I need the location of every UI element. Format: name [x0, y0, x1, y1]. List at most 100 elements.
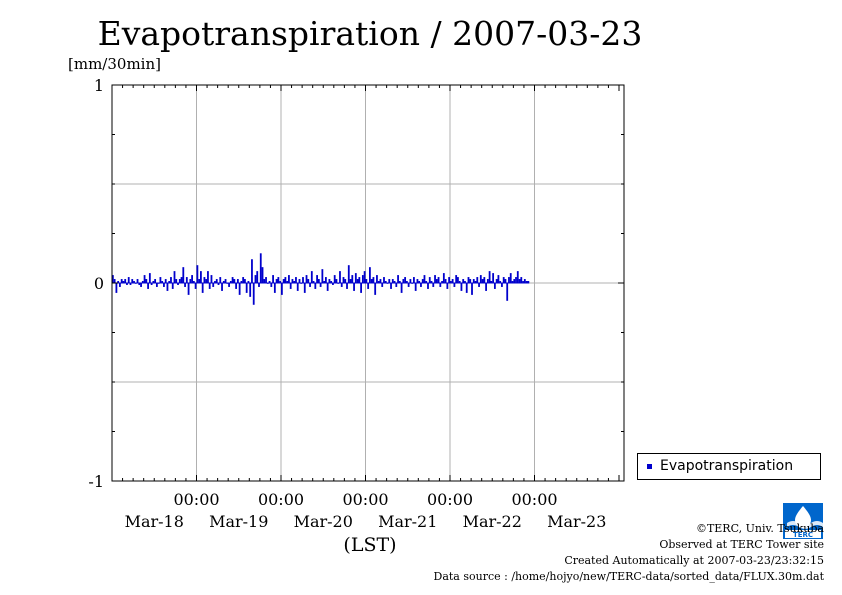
bar: [224, 279, 227, 283]
bar: [111, 275, 114, 283]
bar: [337, 283, 340, 284]
bar: [258, 283, 260, 287]
bar: [198, 279, 201, 283]
bar: [411, 283, 414, 284]
x-tick-date-label: Mar-23: [547, 512, 606, 531]
bar: [314, 283, 317, 289]
bar: [439, 283, 442, 287]
bar: [134, 283, 137, 284]
bar: [518, 279, 521, 283]
bar: [140, 283, 142, 287]
bar: [398, 281, 401, 283]
bar: [159, 277, 162, 283]
bar: [324, 277, 327, 283]
credit-source: Data source : /home/hojyo/new/TERC-data/…: [433, 570, 825, 583]
legend-swatch: [647, 464, 652, 469]
bar: [427, 283, 429, 289]
bar: [449, 281, 452, 283]
bar: [501, 283, 503, 287]
bar: [127, 277, 130, 283]
bar: [238, 283, 241, 295]
bar: [413, 277, 415, 283]
axis-labels: 1 0 -1 00:00 00:00 00:00 00:00 00:00 Mar-18 Mar-1…: [88, 76, 606, 556]
x-tick-time-label: 00:00: [173, 490, 219, 509]
bar: [370, 279, 373, 283]
bar: [280, 283, 283, 295]
bar: [384, 281, 387, 283]
bar: [455, 275, 458, 283]
bar: [120, 279, 123, 283]
bar: [235, 283, 238, 289]
bar: [509, 273, 512, 283]
bar: [113, 279, 116, 283]
bar: [444, 279, 447, 283]
bar: [317, 279, 320, 283]
bar: [339, 271, 341, 283]
bar: [293, 281, 296, 283]
bar: [421, 279, 424, 283]
bar: [516, 271, 519, 283]
y-tick-label: -1: [88, 472, 104, 491]
x-tick-time-label: 00:00: [258, 490, 304, 509]
x-tick-time-label: 00:00: [342, 490, 388, 509]
bar: [414, 283, 417, 291]
bar: [173, 271, 176, 283]
bar: [486, 279, 489, 283]
bar: [163, 283, 165, 287]
bar: [177, 283, 179, 285]
bar: [458, 281, 461, 283]
bar: [312, 281, 315, 283]
bar: [493, 283, 496, 289]
legend-label: Evapotranspiration: [660, 458, 794, 474]
bar: [492, 273, 495, 283]
bar: [460, 283, 463, 291]
bar: [397, 275, 399, 283]
bar: [497, 275, 500, 283]
bar: [386, 283, 389, 284]
bar: [481, 279, 484, 283]
bar: [145, 279, 148, 283]
bar: [249, 283, 252, 297]
bar: [210, 275, 213, 283]
bar: [143, 275, 146, 283]
bar: [222, 281, 225, 283]
bar: [360, 283, 362, 293]
terc-logo-icon: TERC: [783, 503, 823, 539]
bar: [453, 283, 456, 287]
bar: [363, 271, 366, 283]
bar: [434, 275, 436, 283]
bar: [316, 275, 318, 283]
bar: [332, 283, 334, 285]
bar: [256, 271, 259, 283]
bar: [346, 283, 348, 289]
bar: [502, 277, 505, 283]
y-axis-unit-label: [mm/30min]: [68, 55, 161, 73]
bar: [310, 271, 313, 283]
bar: [194, 283, 197, 289]
bar: [335, 279, 338, 283]
bar: [400, 283, 403, 293]
bar: [471, 283, 473, 295]
bar: [374, 283, 377, 295]
bar: [369, 267, 371, 283]
x-tick-time-label: 00:00: [427, 490, 473, 509]
bar: [277, 277, 280, 283]
bar: [511, 281, 514, 283]
bar: [214, 281, 216, 283]
bar: [358, 277, 361, 283]
x-tick-date-label: Mar-20: [294, 512, 353, 531]
bar: [295, 277, 297, 283]
bar: [203, 277, 206, 283]
bar: [196, 265, 199, 283]
bar: [416, 279, 419, 283]
bar: [175, 279, 178, 283]
bar: [254, 275, 257, 283]
bar: [474, 281, 477, 283]
bar: [185, 277, 188, 283]
bar: [464, 281, 466, 283]
bar: [323, 281, 326, 283]
bar: [472, 279, 475, 283]
bar: [217, 283, 220, 285]
bar: [261, 267, 264, 283]
bar: [275, 279, 278, 283]
